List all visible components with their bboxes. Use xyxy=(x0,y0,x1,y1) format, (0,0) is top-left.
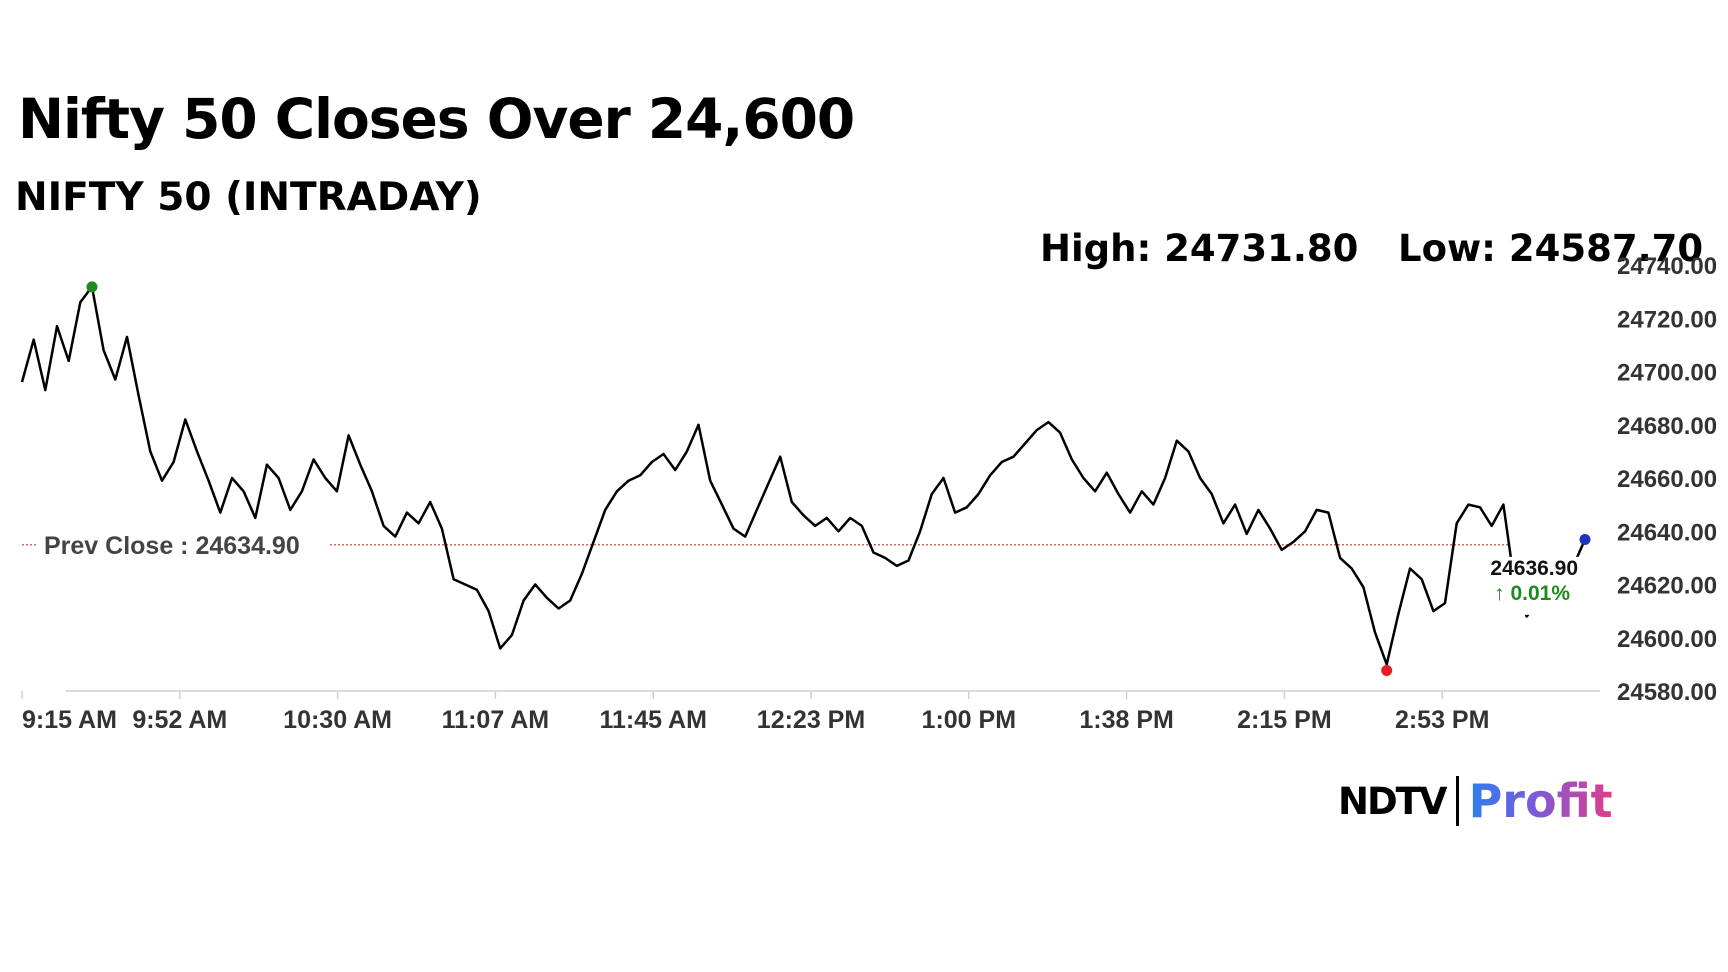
ndtv-profit-logo: NDTV Profit xyxy=(1338,774,1613,828)
x-tick-label: 11:07 AM xyxy=(442,706,549,734)
prev-close-label-bg xyxy=(38,526,328,563)
y-tick-label: 24640.00 xyxy=(1617,519,1717,546)
nifty-price-line xyxy=(20,285,1587,666)
y-tick-label: 24660.00 xyxy=(1617,466,1717,493)
x-tick-label: 9:52 AM xyxy=(132,706,227,734)
chart-title: Nifty 50 Closes Over 24,600 xyxy=(18,87,855,151)
y-tick-label: 24620.00 xyxy=(1617,573,1717,600)
profit-wordmark: Profit xyxy=(1468,774,1613,828)
chart-subtitle: NIFTY 50 (INTRADAY) xyxy=(15,175,482,220)
y-tick-label: 24700.00 xyxy=(1617,360,1717,387)
x-tick-label: 12:23 PM xyxy=(757,706,865,734)
intraday-line-chart: 9:15 AM 9:52 AM 10:30 AM 11:07 AM 11:45 AM 12… xyxy=(20,253,1717,734)
y-tick-label: 24680.00 xyxy=(1617,413,1717,440)
last-value-label: 24636.90 xyxy=(1490,557,1578,580)
x-tick-label: 9:15 AM xyxy=(22,706,117,734)
day-high-label: High: 24731.80 xyxy=(1040,227,1359,270)
last-value-label-bg xyxy=(1508,556,1604,615)
x-tick-label: 10:30 AM xyxy=(283,706,392,734)
change-percent-label: ↑ 0.01% xyxy=(1494,582,1570,605)
x-tick-label: 1:38 PM xyxy=(1079,706,1173,734)
x-tick-label: 2:15 PM xyxy=(1237,706,1331,734)
last-price-marker xyxy=(1579,534,1591,546)
prev-close-label: Prev Close : 24634.90 xyxy=(44,532,300,560)
ndtv-wordmark: NDTV xyxy=(1338,779,1448,823)
day-high-marker xyxy=(86,281,98,293)
y-tick-label: 24600.00 xyxy=(1617,626,1717,653)
x-tick-label: 11:45 AM xyxy=(599,706,706,734)
y-tick-label: 24720.00 xyxy=(1617,306,1717,333)
x-tick-label: 1:00 PM xyxy=(922,706,1016,734)
logo-divider xyxy=(1455,776,1459,826)
x-tick-label: 2:53 PM xyxy=(1395,706,1489,734)
y-tick-label: 24740.00 xyxy=(1617,253,1717,280)
y-tick-label: 24580.00 xyxy=(1617,679,1717,706)
day-low-marker xyxy=(1381,664,1393,676)
day-low-label: Low: 24587.70 xyxy=(1398,227,1704,270)
